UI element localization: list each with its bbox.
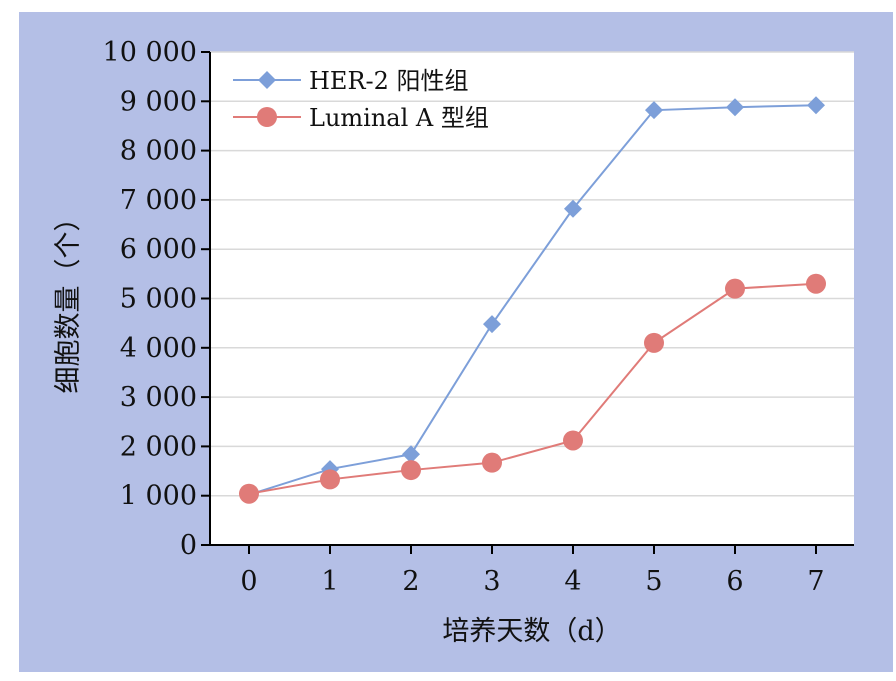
x-tick-label: 4 [564,566,581,597]
data-point [401,460,421,481]
y-tick-label: 2 000 [120,431,197,462]
legend-item: HER-2 阳性组 [233,67,469,95]
y-ticks: 0 1 000 2 000 3 000 4 000 5 000 6 000 7 000 8 00… [103,37,210,561]
data-point [644,332,664,353]
y-tick-label: 4 000 [120,333,197,364]
data-point [806,273,826,294]
y-tick-label: 1 000 [120,481,197,512]
legend-marker [258,71,276,89]
grid-lines [210,51,854,497]
y-tick-label: 6 000 [120,234,197,265]
data-point [726,98,744,117]
legend-label: Luminal A 型组 [309,104,489,132]
legend-marker [257,107,277,127]
x-tick-label: 1 [321,566,338,597]
data-point [239,483,259,504]
legend-label: HER-2 阳性组 [309,67,469,95]
y-tick-label: 7 000 [120,185,197,216]
x-ticks: 0 1 2 3 4 5 6 7 [240,545,825,597]
data-point [482,452,502,473]
series [239,96,826,504]
x-tick-label: 0 [240,566,257,597]
chart-frame: 0 1 000 2 000 3 000 4 000 5 000 6 000 7 000 8 00… [19,12,893,672]
legend-item: Luminal A 型组 [233,104,489,132]
data-point [725,278,745,299]
data-point [563,430,583,451]
data-point [564,199,582,218]
y-tick-label: 10 000 [103,37,197,68]
y-tick-label: 3 000 [120,382,197,413]
series-2 [239,273,826,504]
x-tick-label: 7 [807,566,824,597]
data-point [807,96,825,115]
y-tick-label: 0 [180,530,197,561]
data-point [402,445,420,464]
data-point [483,315,501,334]
data-point [320,469,340,490]
y-tick-label: 5 000 [120,284,197,315]
x-axis-title: 培养天数（d） [442,616,621,647]
x-tick-label: 6 [726,566,743,597]
x-tick-label: 3 [483,566,500,597]
data-point [645,101,663,120]
y-tick-label: 9 000 [120,86,197,117]
y-tick-label: 8 000 [120,136,197,167]
x-tick-label: 2 [402,566,419,597]
x-tick-label: 5 [645,566,662,597]
series-line [248,282,817,495]
line-chart: 0 1 000 2 000 3 000 4 000 5 000 6 000 7 000 8 00… [53,37,854,647]
legend: HER-2 阳性组 Luminal A 型组 [233,67,489,132]
series-line [248,104,817,496]
y-axis-title: 细胞数量（个） [53,205,84,394]
